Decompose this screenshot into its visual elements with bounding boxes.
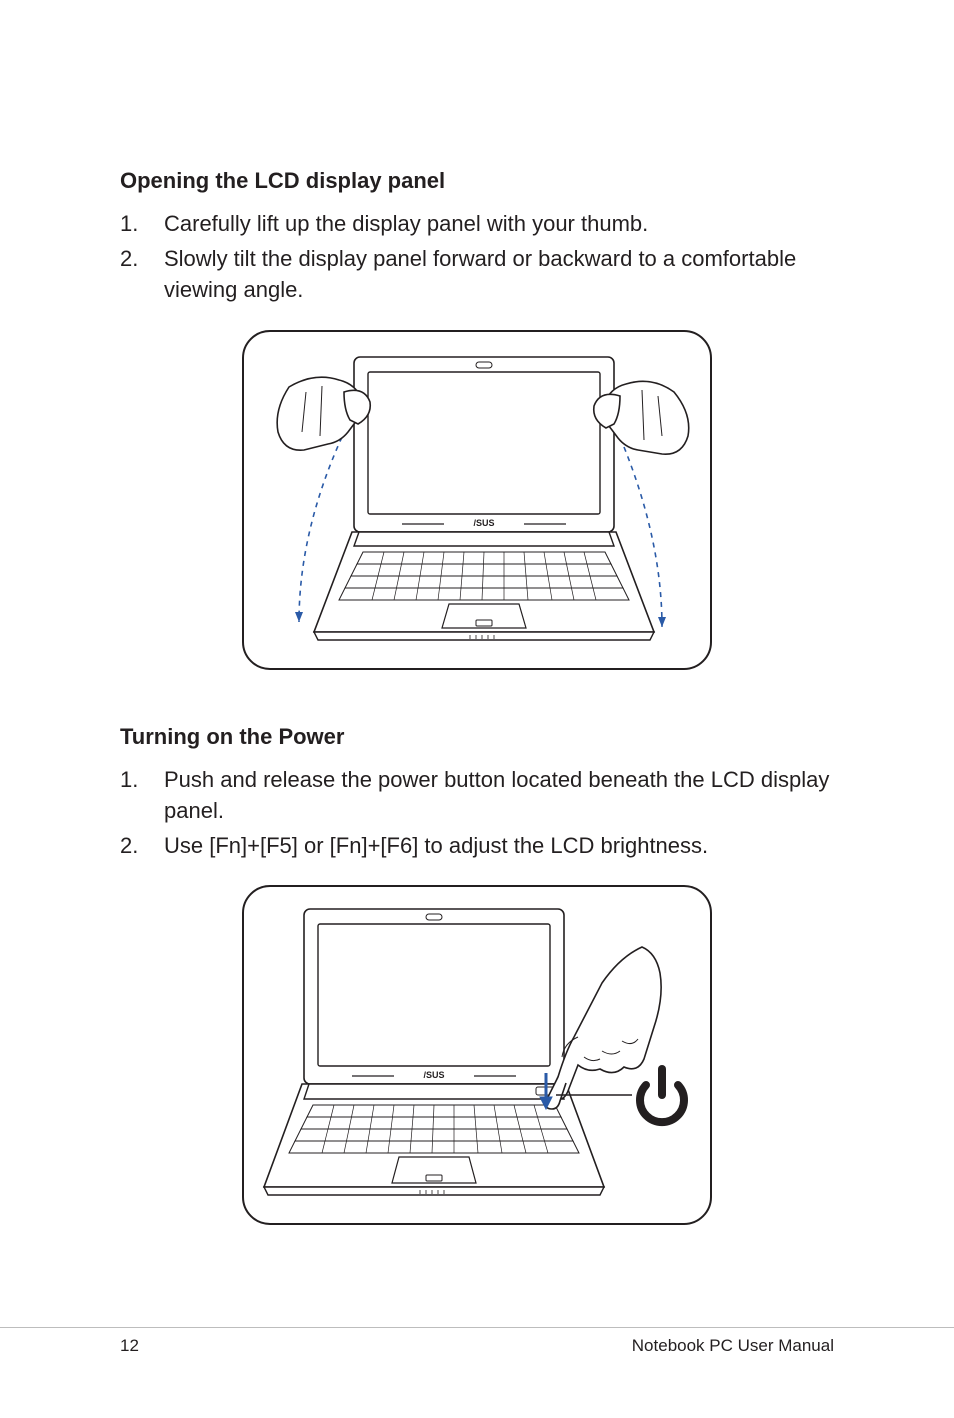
laptop-power-illustration: /SUS: [244, 887, 712, 1225]
footer-title: Notebook PC User Manual: [632, 1336, 834, 1356]
list-item: 1. Push and release the power button loc…: [120, 764, 834, 826]
section1-list: 1. Carefully lift up the display panel w…: [120, 208, 834, 306]
item-number: 2.: [120, 243, 138, 274]
svg-text:/SUS: /SUS: [423, 1070, 444, 1080]
item-number: 1.: [120, 208, 138, 239]
figure-open-display: /SUS: [242, 330, 712, 670]
section2-list: 1. Push and release the power button loc…: [120, 764, 834, 862]
section2-heading: Turning on the Power: [120, 724, 834, 750]
laptop-open-illustration: /SUS: [244, 332, 712, 670]
section1-heading: Opening the LCD display panel: [120, 168, 834, 194]
page-number: 12: [120, 1336, 139, 1356]
item-number: 1.: [120, 764, 138, 795]
figure-power-on: /SUS: [242, 885, 712, 1225]
page-footer: 12 Notebook PC User Manual: [0, 1327, 954, 1356]
item-text: Carefully lift up the display panel with…: [164, 211, 648, 236]
item-text: Push and release the power button locate…: [164, 767, 829, 823]
item-number: 2.: [120, 830, 138, 861]
power-icon: [632, 1065, 692, 1125]
list-item: 2. Slowly tilt the display panel forward…: [120, 243, 834, 305]
svg-text:/SUS: /SUS: [473, 518, 494, 528]
item-text: Slowly tilt the display panel forward or…: [164, 246, 796, 302]
list-item: 2. Use [Fn]+[F5] or [Fn]+[F6] to adjust …: [120, 830, 834, 861]
list-item: 1. Carefully lift up the display panel w…: [120, 208, 834, 239]
item-text: Use [Fn]+[F5] or [Fn]+[F6] to adjust the…: [164, 833, 708, 858]
